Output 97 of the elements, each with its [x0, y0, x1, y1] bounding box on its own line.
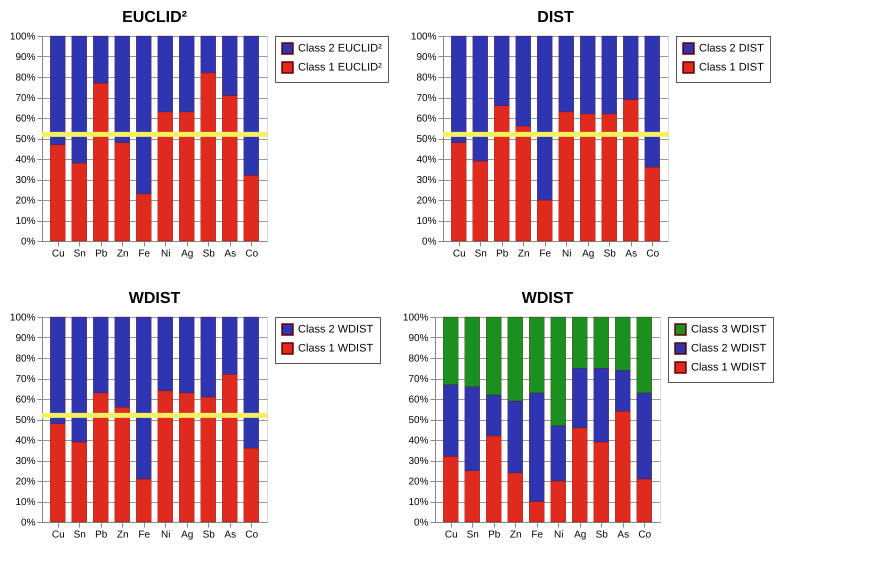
- y-tick-label: 60%: [15, 114, 36, 124]
- y-tick-label: 10%: [408, 497, 429, 508]
- chart-title: WDIST: [128, 290, 180, 307]
- y-tick-label: 80%: [408, 354, 429, 364]
- x-tick-label: Ag: [181, 248, 194, 260]
- legend-label: Class 2 DIST: [699, 42, 764, 54]
- legend-label: Class 3 WDIST: [691, 324, 766, 336]
- x-tick-label: Ag: [181, 530, 194, 540]
- y-tick-label: 30%: [15, 456, 36, 467]
- x-tick-label: As: [617, 530, 630, 540]
- y-tick-label: 30%: [15, 175, 36, 186]
- y-tick-label: 40%: [15, 154, 36, 166]
- y-tick-label: 90%: [416, 52, 437, 63]
- x-tick-label: Co: [646, 248, 660, 260]
- x-tick-label: Sn: [74, 248, 86, 260]
- y-tick-label: 70%: [15, 374, 36, 385]
- x-tick-label: Pb: [95, 530, 108, 540]
- x-tick-label: Sn: [466, 530, 479, 540]
- y-tick-label: 30%: [416, 175, 437, 186]
- y-tick-label: 0%: [414, 518, 429, 528]
- x-tick-label: Zn: [510, 530, 522, 540]
- x-tick-label: Sn: [74, 530, 86, 540]
- y-tick-label: 100%: [10, 32, 36, 42]
- y-tick-label: 60%: [408, 394, 429, 406]
- y-tick-label: 50%: [15, 134, 36, 145]
- y-tick-label: 70%: [15, 93, 36, 104]
- x-tick-label: Co: [245, 530, 259, 540]
- legend-label: Class 2 WDIST: [298, 324, 374, 336]
- y-tick-label: 40%: [408, 436, 429, 446]
- y-tick-label: 40%: [15, 436, 36, 446]
- y-tick-label: 0%: [21, 518, 36, 528]
- y-tick-label: 20%: [15, 196, 36, 206]
- x-tick-label: Sb: [604, 248, 616, 260]
- x-tick-label: Ni: [554, 530, 564, 540]
- y-tick-label: 20%: [408, 476, 429, 488]
- y-tick-label: 70%: [416, 93, 437, 104]
- x-tick-label: Fe: [138, 248, 151, 260]
- y-tick-label: 10%: [416, 216, 437, 227]
- x-tick-label: Pb: [496, 248, 509, 260]
- y-tick-label: 90%: [15, 52, 36, 63]
- chart-title: DIST: [537, 9, 574, 26]
- legend-label: Class 1 DIST: [699, 62, 764, 74]
- x-tick-label: As: [224, 530, 236, 540]
- x-tick-label: Zn: [116, 530, 129, 540]
- x-tick-label: Cu: [52, 248, 65, 260]
- y-tick-label: 70%: [408, 374, 429, 385]
- y-tick-label: 10%: [15, 216, 36, 227]
- y-tick-label: 60%: [416, 114, 437, 124]
- x-tick-label: Sb: [596, 530, 608, 540]
- y-tick-label: 80%: [15, 354, 36, 364]
- x-tick-label: Sn: [474, 248, 487, 260]
- y-tick-label: 100%: [402, 312, 429, 324]
- x-tick-label: Ni: [161, 248, 170, 260]
- y-tick-label: 20%: [15, 476, 36, 488]
- x-tick-label: Co: [245, 248, 259, 260]
- x-tick-label: Ag: [574, 530, 586, 540]
- legend-label: Class 1 WDIST: [298, 342, 374, 354]
- y-tick-label: 50%: [408, 415, 429, 426]
- x-tick-label: Sb: [202, 530, 216, 540]
- x-tick-label: Cu: [52, 530, 65, 540]
- y-tick-label: 50%: [416, 134, 437, 145]
- legend-label: Class 2 WDIST: [691, 342, 766, 354]
- x-tick-label: Zn: [518, 248, 530, 260]
- y-tick-label: 60%: [15, 394, 36, 406]
- x-tick-label: As: [224, 248, 236, 260]
- x-tick-label: Ag: [582, 248, 594, 260]
- legend-label: Class 1 EUCLID²: [298, 62, 382, 74]
- x-tick-label: Fe: [138, 530, 151, 540]
- x-tick-label: Fe: [539, 248, 552, 260]
- x-tick-label: Sb: [202, 248, 216, 260]
- y-tick-label: 20%: [416, 196, 437, 206]
- x-tick-label: Cu: [444, 530, 458, 540]
- y-tick-label: 0%: [21, 236, 36, 248]
- y-tick-label: 30%: [408, 456, 429, 467]
- x-tick-label: Fe: [531, 530, 544, 540]
- x-tick-label: Pb: [95, 248, 108, 260]
- x-tick-label: Cu: [452, 248, 466, 260]
- x-tick-label: Ni: [562, 248, 572, 260]
- y-tick-label: 40%: [416, 154, 437, 166]
- y-tick-label: 90%: [408, 333, 429, 344]
- y-tick-label: 0%: [422, 236, 437, 248]
- x-tick-label: Ni: [161, 530, 170, 540]
- y-tick-label: 50%: [15, 415, 36, 426]
- x-tick-label: Pb: [488, 530, 501, 540]
- x-tick-label: As: [625, 248, 638, 260]
- y-tick-label: 100%: [10, 312, 36, 324]
- y-tick-label: 100%: [410, 32, 437, 42]
- chart-title: WDIST: [522, 290, 574, 307]
- legend-label: Class 2 EUCLID²: [298, 42, 382, 54]
- y-tick-label: 80%: [15, 72, 36, 84]
- y-tick-label: 80%: [416, 72, 437, 84]
- x-tick-label: Zn: [116, 248, 129, 260]
- y-tick-label: 90%: [15, 333, 36, 344]
- legend-label: Class 1 WDIST: [691, 362, 766, 374]
- chart-title: EUCLID²: [122, 9, 187, 26]
- x-tick-label: Co: [638, 530, 652, 540]
- y-tick-label: 10%: [15, 497, 36, 508]
